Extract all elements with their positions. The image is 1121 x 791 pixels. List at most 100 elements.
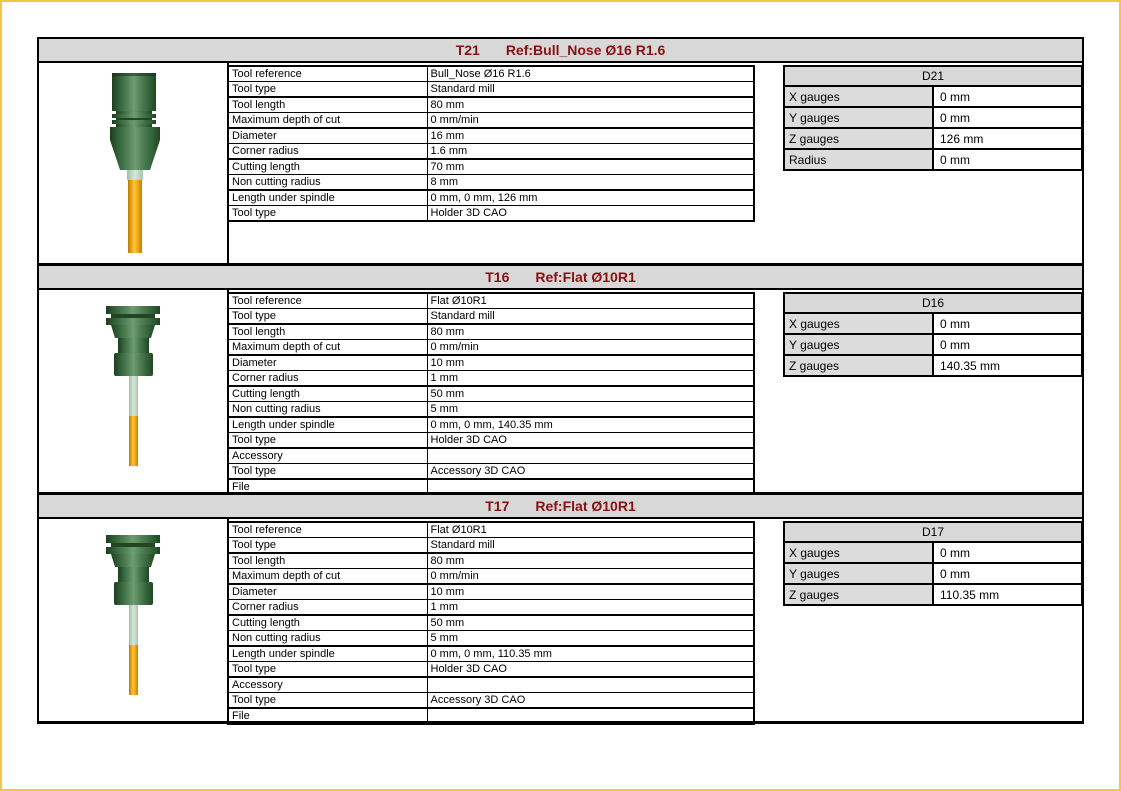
gauge-label: Z gauges <box>783 354 934 377</box>
property-row: Corner radius 1.6 mm <box>227 143 755 160</box>
property-value: 0 mm, 0 mm, 110.35 mm <box>426 645 755 662</box>
gauge-row: X gauges 0 mm <box>783 541 1083 564</box>
gauge-value: 0 mm <box>932 148 1082 171</box>
property-label: Tool type <box>227 661 428 678</box>
property-value: Holder 3D CAO <box>426 432 755 449</box>
property-row: Tool length 80 mm <box>227 96 755 113</box>
property-value: 0 mm, 0 mm, 140.35 mm <box>426 416 755 433</box>
property-label: Maximum depth of cut <box>227 339 428 356</box>
property-row: Tool reference Flat Ø10R1 <box>227 521 755 538</box>
property-row: Tool type Standard mill <box>227 81 755 98</box>
tool-3d-render-flat <box>106 306 160 466</box>
gauge-header-row: D16 <box>783 292 1082 314</box>
gauge-label: X gauges <box>783 541 934 564</box>
tool-image-cell <box>39 519 227 721</box>
property-value <box>426 447 755 464</box>
section-header: T17 Ref:Flat Ø10R1 <box>39 492 1082 519</box>
tool-image-cell <box>39 290 227 492</box>
property-label: Tool type <box>227 432 428 449</box>
property-label: Maximum depth of cut <box>227 112 428 129</box>
gauge-label: Z gauges <box>783 127 934 150</box>
property-label: Corner radius <box>227 370 428 387</box>
property-row: Tool type Holder 3D CAO <box>227 205 755 222</box>
property-row: Corner radius 1 mm <box>227 370 755 387</box>
gauges-table: D16 X gauges 0 mm Y gauges 0 mm Z gauges 140.… <box>783 292 1082 377</box>
gauge-table-header: D17 <box>783 521 1083 543</box>
tool-properties-table: Tool reference Bull_Nose Ø16 R1.6 Tool typ… <box>227 65 755 222</box>
property-label: Length under spindle <box>227 416 428 433</box>
gauge-value: 110.35 mm <box>932 583 1083 606</box>
section-body: Tool reference Flat Ø10R1 Tool type Standar… <box>39 519 1083 725</box>
property-label: Tool length <box>227 552 428 569</box>
property-value: 1 mm <box>426 370 755 387</box>
property-label: Diameter <box>227 354 428 371</box>
property-value: Standard mill <box>426 308 755 325</box>
property-label: Cutting length <box>227 158 428 175</box>
tool-section-t21: T21 Ref:Bull_Nose Ø16 R1.6 <box>39 37 1082 263</box>
property-label: Tool reference <box>227 521 428 538</box>
property-row: Length under spindle 0 mm, 0 mm, 126 mm <box>227 189 755 206</box>
property-value: 50 mm <box>426 385 755 402</box>
tool-section-t17: T17 Ref:Flat Ø10R1 <box>39 492 1083 725</box>
property-label: Corner radius <box>227 143 428 160</box>
property-label: Length under spindle <box>227 189 428 206</box>
property-value: Bull_Nose Ø16 R1.6 <box>426 65 755 82</box>
gauge-header-row: D17 <box>783 521 1083 543</box>
section-body: Tool reference Flat Ø10R1 Tool type Standar… <box>39 290 1082 492</box>
property-row: Tool type Holder 3D CAO <box>227 432 755 449</box>
gauges-table: D17 X gauges 0 mm Y gauges 0 mm Z gauges 110.… <box>783 521 1083 606</box>
gauges-table: D21 X gauges 0 mm Y gauges 0 mm Z gauges 126 … <box>783 65 1082 171</box>
property-row: Diameter 10 mm <box>227 354 755 371</box>
gauge-value: 140.35 mm <box>932 354 1082 377</box>
property-label: Tool type <box>227 463 428 480</box>
property-value: 80 mm <box>426 323 755 340</box>
property-row: File <box>227 478 755 492</box>
property-row: Cutting length 50 mm <box>227 385 755 402</box>
property-row: Tool length 80 mm <box>227 323 755 340</box>
section-header: T21 Ref:Bull_Nose Ø16 R1.6 <box>39 37 1082 63</box>
gauge-value: 0 mm <box>932 312 1082 335</box>
tool-3d-render-bullnose <box>110 73 160 253</box>
property-value: 0 mm/min <box>426 568 755 585</box>
property-value: Standard mill <box>426 81 755 98</box>
property-value: 16 mm <box>426 127 755 144</box>
property-label: Diameter <box>227 583 428 600</box>
gauge-table-header: D16 <box>783 292 1082 314</box>
property-row: Accessory <box>227 676 755 693</box>
property-row: Tool type Accessory 3D CAO <box>227 463 755 480</box>
gauge-value: 0 mm <box>932 85 1082 108</box>
property-row: Corner radius 1 mm <box>227 599 755 616</box>
property-value: Accessory 3D CAO <box>426 463 755 480</box>
property-label: File <box>227 478 428 492</box>
property-row: Accessory <box>227 447 755 464</box>
section-body: Tool reference Bull_Nose Ø16 R1.6 Tool typ… <box>39 63 1082 263</box>
property-label: Maximum depth of cut <box>227 568 428 585</box>
property-value: Standard mill <box>426 537 755 554</box>
property-row: Tool reference Flat Ø10R1 <box>227 292 755 309</box>
property-row: Tool type Holder 3D CAO <box>227 661 755 678</box>
tool-section-t16: T16 Ref:Flat Ø10R1 <box>39 263 1082 492</box>
property-row: Non cutting radius 5 mm <box>227 401 755 418</box>
tool-ref-label: Ref:Flat Ø10R1 <box>535 269 636 285</box>
property-value: 70 mm <box>426 158 755 175</box>
gauge-row: X gauges 0 mm <box>783 312 1082 335</box>
property-row: Diameter 16 mm <box>227 127 755 144</box>
property-row: Length under spindle 0 mm, 0 mm, 140.35 m… <box>227 416 755 433</box>
property-row: Tool length 80 mm <box>227 552 755 569</box>
property-label: Tool type <box>227 308 428 325</box>
property-label: Non cutting radius <box>227 401 428 418</box>
property-value: 5 mm <box>426 401 755 418</box>
property-row: Tool reference Bull_Nose Ø16 R1.6 <box>227 65 755 82</box>
section-header: T16 Ref:Flat Ø10R1 <box>39 263 1082 290</box>
gauge-label: Z gauges <box>783 583 934 606</box>
gauge-row: Radius 0 mm <box>783 148 1082 171</box>
property-label: Tool length <box>227 323 428 340</box>
gauge-row: X gauges 0 mm <box>783 85 1082 108</box>
property-label: Accessory <box>227 447 428 464</box>
gauge-label: Radius <box>783 148 934 171</box>
property-row: Cutting length 50 mm <box>227 614 755 631</box>
tool-properties-table: Tool reference Flat Ø10R1 Tool type Standar… <box>227 521 755 725</box>
property-label: Cutting length <box>227 614 428 631</box>
property-label: Tool type <box>227 692 428 709</box>
tool-id: T17 <box>485 498 510 514</box>
